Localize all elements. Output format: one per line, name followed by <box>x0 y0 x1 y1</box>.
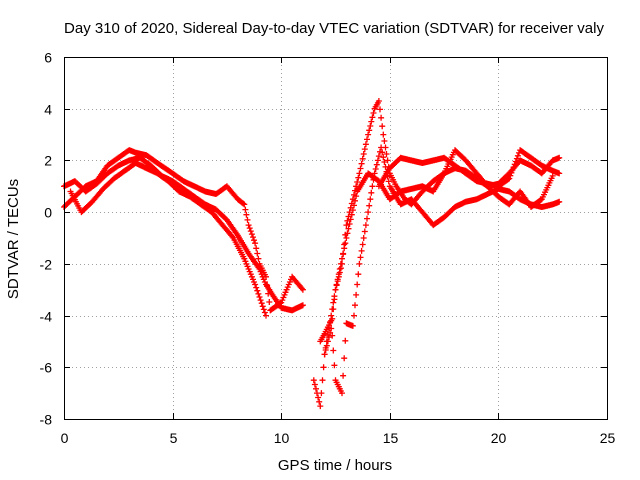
y-tick-label: -8 <box>40 412 53 428</box>
series-track-3 <box>67 160 269 319</box>
y-tick-label: -2 <box>40 257 53 273</box>
axis-ticks <box>64 57 608 420</box>
x-tick-label: 0 <box>61 430 69 446</box>
y-tick-label: 2 <box>44 153 52 169</box>
series-track-4 <box>310 98 563 410</box>
series-track-6 <box>321 147 556 358</box>
y-tick-label: -4 <box>40 309 53 325</box>
x-axis-label: GPS time / hours <box>278 457 392 474</box>
x-tick-label: 20 <box>491 430 507 446</box>
y-tick-label: 6 <box>44 50 52 66</box>
y-tick-labels: -8 -6 -4 -2 0 2 4 6 <box>40 50 53 428</box>
x-tick-label: 5 <box>170 430 178 446</box>
data-points <box>61 98 563 410</box>
x-tick-label: 25 <box>600 430 616 446</box>
series-track-7 <box>375 147 563 190</box>
y-axis-label: SDTVAR / TECUs <box>5 179 22 299</box>
y-tick-label: 0 <box>44 205 52 221</box>
chart-title: Day 310 of 2020, Sidereal Day-to-day VTE… <box>64 20 604 37</box>
point-markers <box>67 160 269 319</box>
y-tick-label: -6 <box>40 360 53 376</box>
point-markers <box>375 147 563 190</box>
y-tick-label: 4 <box>44 102 52 118</box>
x-tick-label: 10 <box>274 430 290 446</box>
plot-frame <box>64 57 608 420</box>
point-markers <box>310 98 563 410</box>
x-tick-label: 15 <box>383 430 399 446</box>
x-tick-labels: 0 5 10 15 20 25 <box>61 430 616 446</box>
point-markers <box>321 147 556 358</box>
